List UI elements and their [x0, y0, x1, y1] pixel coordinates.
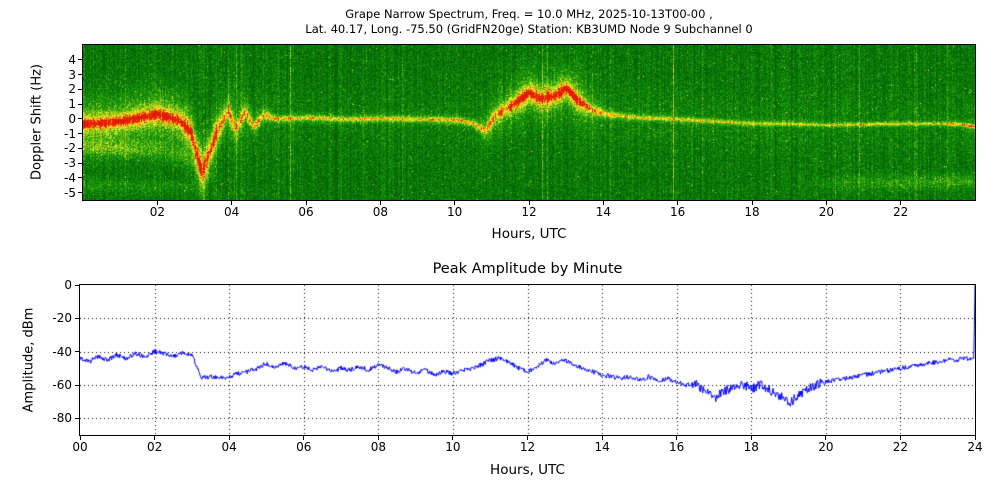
- amplitude-canvas: [80, 285, 975, 435]
- amp-x-tick-mark: [601, 436, 603, 440]
- amp-x-tick-label: 06: [296, 440, 312, 454]
- spec-y-tick-mark: [78, 192, 82, 194]
- amp-x-tick-label: 02: [146, 440, 163, 454]
- spec-x-tick-label: 08: [372, 205, 388, 219]
- spectrogram-title-line2: Lat. 40.17, Long. -75.50 (GridFN20ge) St…: [305, 22, 753, 36]
- amp-x-tick-label: 00: [72, 440, 88, 454]
- amplitude-frame: [79, 284, 976, 436]
- amp-x-tick-mark: [154, 436, 156, 440]
- amp-y-tick-mark: [75, 351, 79, 353]
- spec-y-tick-mark: [78, 103, 82, 105]
- spec-x-tick-mark: [677, 201, 679, 205]
- amp-x-tick-label: 16: [669, 440, 685, 454]
- amp-y-tick-mark: [75, 284, 79, 286]
- amp-y-tick-label: -80: [52, 411, 72, 426]
- amp-x-tick-mark: [452, 436, 454, 440]
- spec-y-tick-mark: [78, 74, 82, 76]
- amp-x-tick-mark: [228, 436, 230, 440]
- amp-x-tick-mark: [303, 436, 305, 440]
- spec-y-tick-label: 4: [68, 52, 76, 67]
- spec-x-tick-mark: [751, 201, 753, 205]
- amp-x-tick-mark: [377, 436, 379, 440]
- amp-x-tick-mark: [825, 436, 827, 440]
- spec-x-tick-mark: [825, 201, 827, 205]
- spec-x-tick-mark: [528, 201, 530, 205]
- amp-x-tick-label: 18: [743, 440, 759, 454]
- spec-y-tick-mark: [78, 177, 82, 179]
- spectrogram-x-axis-label: Hours, UTC: [491, 226, 567, 242]
- amp-y-tick-label: -40: [52, 344, 72, 359]
- spec-x-tick-mark: [379, 201, 381, 205]
- amp-x-tick-label: 08: [370, 440, 386, 454]
- spec-y-tick-mark: [78, 88, 82, 90]
- spec-x-tick-label: 20: [818, 205, 834, 219]
- amp-y-tick-mark: [75, 384, 79, 386]
- spec-x-tick-mark: [305, 201, 307, 205]
- amp-x-tick-mark: [676, 436, 678, 440]
- spec-x-tick-mark: [454, 201, 456, 205]
- amp-x-tick-mark: [750, 436, 752, 440]
- spec-x-tick-label: 14: [595, 205, 611, 219]
- amp-x-tick-mark: [79, 436, 81, 440]
- amplitude-x-axis-label: Hours, UTC: [490, 462, 565, 478]
- amp-x-tick-mark: [974, 436, 976, 440]
- amp-x-tick-label: 20: [818, 440, 834, 454]
- amplitude-title: Peak Amplitude by Minute: [432, 261, 623, 277]
- spec-y-tick-mark: [78, 147, 82, 149]
- spec-y-tick-mark: [78, 162, 82, 164]
- amp-x-tick-label: 10: [445, 440, 461, 454]
- spec-y-tick-label: -4: [64, 170, 76, 185]
- spectrogram-title-line1: Grape Narrow Spectrum, Freq. = 10.0 MHz,…: [345, 7, 713, 21]
- amp-x-tick-mark: [527, 436, 528, 440]
- spec-y-tick-label: -2: [64, 141, 76, 156]
- spec-y-tick-label: -3: [64, 156, 76, 171]
- spec-x-tick-label: 22: [893, 205, 909, 219]
- amp-y-tick-label: -60: [52, 378, 72, 392]
- amp-y-tick-label: 0: [64, 278, 72, 292]
- spec-x-tick-mark: [900, 201, 902, 205]
- amp-x-tick-label: 12: [519, 440, 536, 454]
- spec-y-tick-label: 0: [68, 111, 76, 126]
- spec-y-tick-label: -1: [64, 126, 76, 141]
- amp-y-tick-mark: [75, 417, 79, 419]
- amp-y-tick-mark: [75, 317, 79, 319]
- spec-x-tick-label: 16: [670, 205, 686, 219]
- amp-y-tick-label: -20: [52, 311, 72, 326]
- spec-y-tick-label: -5: [64, 185, 76, 200]
- spec-y-tick-label: 1: [68, 97, 76, 112]
- amp-x-tick-label: 04: [221, 440, 237, 454]
- spec-y-tick-label: 3: [68, 67, 76, 82]
- spectrogram-canvas: [83, 45, 975, 200]
- spec-x-tick-label: 06: [298, 205, 314, 219]
- amp-x-tick-label: 24: [967, 440, 983, 454]
- spectrogram-frame: [82, 44, 976, 201]
- spec-x-tick-label: 10: [447, 205, 463, 219]
- spec-x-tick-label: 02: [149, 205, 165, 219]
- spec-x-tick-mark: [231, 201, 233, 205]
- spec-y-tick-mark: [78, 133, 82, 135]
- amp-x-tick-label: 22: [892, 440, 909, 454]
- amp-x-tick-label: 14: [594, 440, 610, 454]
- spec-x-tick-label: 18: [744, 205, 760, 219]
- spec-x-tick-mark: [602, 201, 604, 205]
- spec-y-tick-mark: [78, 59, 82, 61]
- amp-x-tick-mark: [899, 436, 901, 440]
- spec-x-tick-mark: [156, 201, 158, 205]
- spec-x-tick-label: 04: [224, 205, 240, 219]
- spec-y-tick-mark: [78, 118, 82, 120]
- spec-y-tick-label: 2: [68, 82, 76, 97]
- spec-x-tick-label: 12: [521, 205, 537, 219]
